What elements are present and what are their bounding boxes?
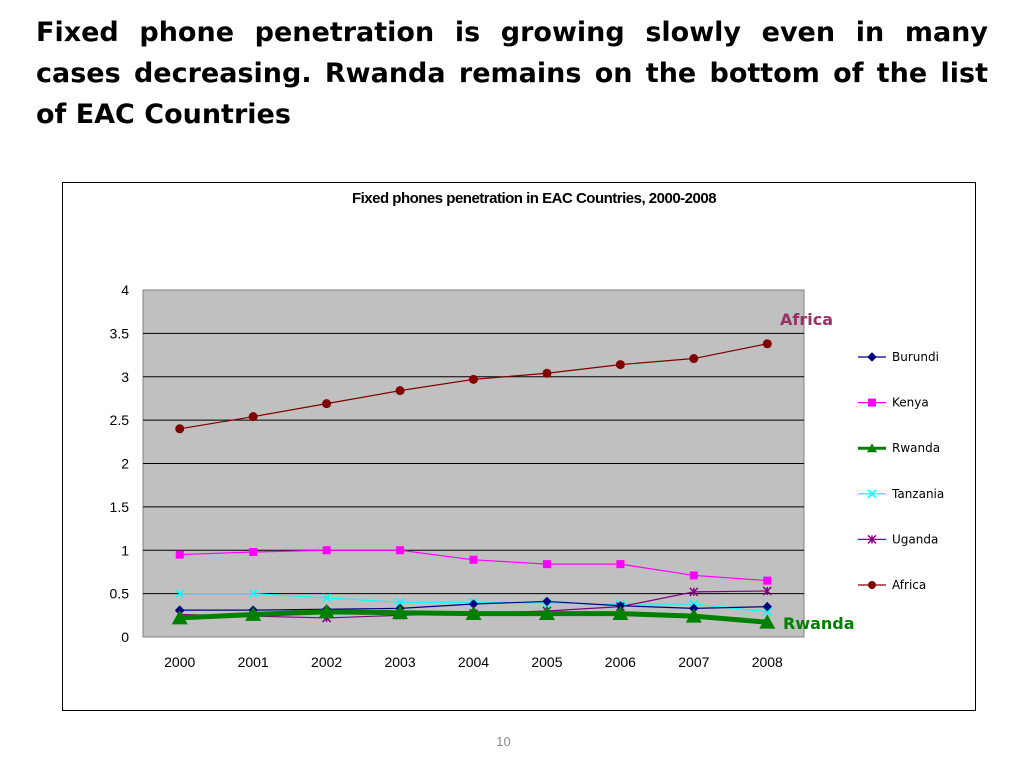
data-point-rwanda bbox=[612, 605, 629, 620]
y-tick-label: 0.5 bbox=[110, 586, 130, 602]
data-point-kenya bbox=[542, 560, 551, 569]
x-tick-label: 2003 bbox=[384, 654, 415, 670]
data-point-kenya bbox=[322, 546, 331, 555]
data-point-africa bbox=[322, 399, 332, 409]
data-point-uganda bbox=[689, 587, 699, 597]
marker-stroke bbox=[867, 489, 877, 499]
legend-label: Uganda bbox=[892, 532, 938, 546]
legend-label: Burundi bbox=[892, 350, 939, 364]
y-tick-label: 3 bbox=[121, 369, 129, 385]
data-point-rwanda bbox=[245, 606, 262, 621]
legend-item-africa: Africa bbox=[858, 578, 926, 592]
chart-title: Fixed phones penetration in EAC Countrie… bbox=[352, 190, 716, 207]
data-point-kenya bbox=[763, 576, 772, 585]
data-point-kenya bbox=[175, 550, 184, 559]
marker-stroke bbox=[322, 593, 332, 603]
x-tick-label: 2004 bbox=[458, 654, 489, 670]
legend-label: Rwanda bbox=[892, 441, 940, 455]
annotation-africa: Africa bbox=[780, 310, 833, 329]
legend-label: Africa bbox=[892, 578, 926, 592]
x-tick-label: 2005 bbox=[531, 654, 562, 670]
data-point-rwanda bbox=[392, 604, 409, 620]
data-point-kenya bbox=[616, 560, 625, 569]
data-point-africa bbox=[469, 374, 478, 384]
legend-item-rwanda: Rwanda bbox=[858, 441, 940, 455]
y-tick-label: 4 bbox=[121, 282, 129, 298]
x-tick-label: 2002 bbox=[311, 654, 342, 670]
data-point-africa bbox=[542, 368, 552, 378]
legend-marker-tanzania bbox=[867, 489, 877, 499]
x-tick-label: 2007 bbox=[678, 654, 709, 670]
series-layer bbox=[171, 339, 776, 629]
y-tick-label: 2.5 bbox=[110, 412, 130, 428]
legend: Burundi Kenya Rwanda Tanzania Uganda Africa bbox=[858, 350, 944, 592]
marker-stroke bbox=[248, 589, 258, 599]
legend-marker-kenya bbox=[868, 398, 876, 407]
data-point-tanzania bbox=[762, 607, 772, 617]
data-point-africa bbox=[689, 354, 699, 364]
data-point-kenya bbox=[396, 546, 405, 555]
data-point-kenya bbox=[689, 571, 698, 580]
y-tick-label: 1.5 bbox=[110, 499, 130, 515]
slide-title: Fixed phone penetration is growing slowl… bbox=[36, 17, 988, 130]
legend-item-burundi: Burundi bbox=[858, 350, 939, 364]
data-point-kenya bbox=[469, 555, 478, 564]
data-point-tanzania bbox=[248, 589, 258, 599]
data-point-tanzania bbox=[322, 593, 332, 603]
data-point-africa bbox=[395, 386, 405, 396]
legend-item-tanzania: Tanzania bbox=[858, 487, 944, 501]
legend-item-uganda: Uganda bbox=[858, 532, 938, 546]
data-point-africa bbox=[615, 360, 625, 370]
marker-stroke bbox=[395, 597, 405, 607]
legend-label: Kenya bbox=[892, 396, 929, 410]
data-point-rwanda bbox=[538, 605, 555, 620]
data-point-burundi bbox=[542, 596, 552, 607]
data-point-uganda bbox=[762, 586, 772, 596]
data-point-kenya bbox=[249, 547, 258, 556]
data-point-africa bbox=[248, 412, 258, 422]
y-tick-label: 3.5 bbox=[110, 325, 130, 341]
y-tick-label: 0 bbox=[121, 629, 129, 645]
annotation-rwanda: Rwanda bbox=[783, 614, 855, 633]
data-point-tanzania bbox=[175, 589, 185, 599]
page-number: 10 bbox=[496, 734, 511, 749]
data-point-africa bbox=[762, 339, 772, 349]
data-point-tanzania bbox=[395, 597, 405, 607]
y-tick-label: 2 bbox=[121, 456, 129, 472]
marker-stroke bbox=[175, 589, 185, 599]
data-point-rwanda bbox=[759, 614, 776, 629]
x-tick-label: 2000 bbox=[164, 654, 195, 670]
marker-stroke bbox=[762, 607, 772, 617]
x-tick-label: 2008 bbox=[752, 654, 783, 670]
y-tick-label: 1 bbox=[121, 542, 129, 558]
x-tick-label: 2001 bbox=[238, 654, 269, 670]
series-rwanda bbox=[171, 603, 776, 629]
legend-marker-uganda bbox=[867, 534, 877, 544]
legend-marker-africa bbox=[868, 581, 876, 589]
legend-marker-rwanda bbox=[867, 443, 877, 453]
data-point-rwanda bbox=[685, 608, 702, 623]
series-africa bbox=[175, 339, 772, 434]
x-tick-label: 2006 bbox=[605, 654, 636, 670]
data-point-rwanda bbox=[318, 603, 335, 619]
x-axis-ticks: 2000 2001 2002 2003 2004 2005 2006 2007 2008 bbox=[164, 654, 783, 670]
data-point-burundi bbox=[762, 601, 772, 612]
legend-marker-burundi bbox=[867, 352, 877, 362]
data-point-rwanda bbox=[465, 605, 482, 620]
data-point-rwanda bbox=[171, 609, 188, 625]
legend-label: Tanzania bbox=[891, 487, 944, 501]
series-kenya bbox=[175, 546, 772, 585]
legend-item-kenya: Kenya bbox=[858, 396, 929, 410]
y-axis-ticks: 0 0.5 1 1.5 2 2.5 3 3.5 4 bbox=[110, 282, 130, 645]
data-point-africa bbox=[175, 424, 185, 434]
